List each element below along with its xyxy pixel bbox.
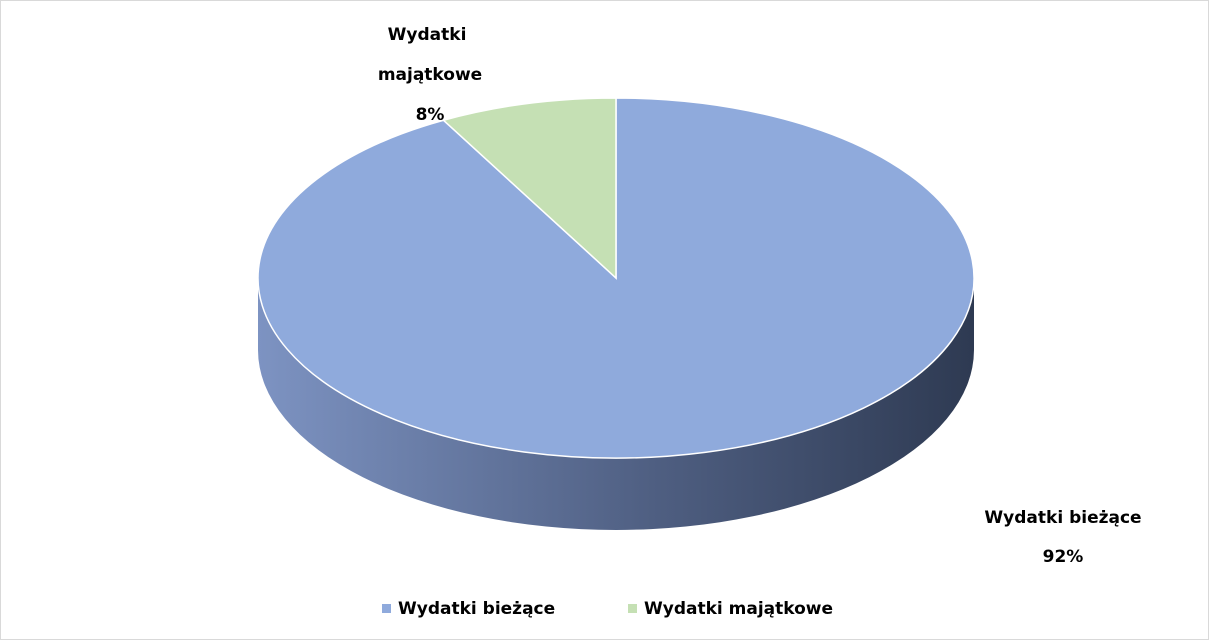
data-label-name: Wydatki majątkowe [378, 25, 482, 85]
pie-slice [442, 97, 617, 280]
label-line: Wydatki [388, 25, 473, 45]
data-label-name: Wydatki bieżące [984, 508, 1141, 528]
legend-swatch [628, 604, 637, 613]
label-line: majątkowe [378, 65, 482, 85]
pie-side [258, 278, 974, 530]
legend-swatch [382, 604, 391, 613]
legend-label: Wydatki bieżące [398, 599, 555, 619]
data-label-value: 8% [416, 105, 445, 125]
legend-label: Wydatki majątkowe [644, 599, 833, 619]
data-label-value: 92% [1043, 547, 1084, 567]
